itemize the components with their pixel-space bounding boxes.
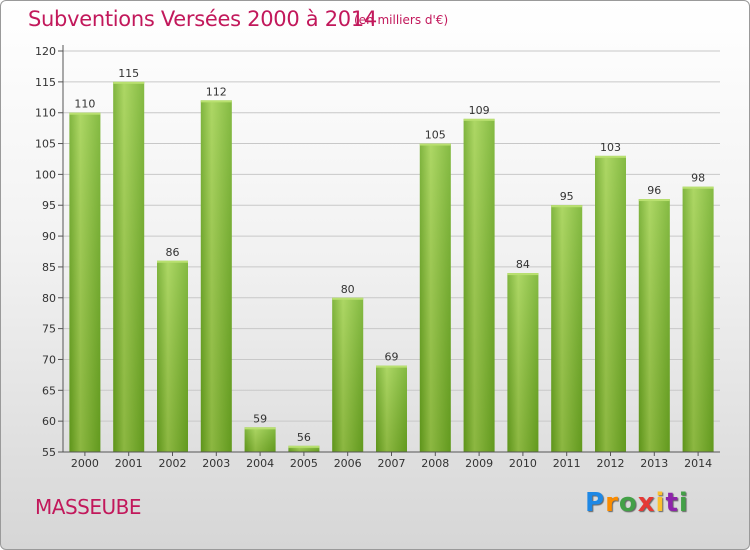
bar-shade-2010	[507, 273, 539, 452]
y-tick-label: 60	[42, 415, 56, 428]
y-tick-label: 65	[42, 384, 56, 397]
chart-title: Subventions Versées 2000 à 2014	[28, 7, 377, 31]
x-tick-label: 2006	[334, 457, 362, 470]
bar-cap-2001	[113, 81, 145, 84]
y-tick-label: 100	[35, 168, 56, 181]
bar-shade-2009	[463, 118, 495, 452]
bar-value-label: 95	[560, 190, 574, 203]
y-tick-label: 90	[42, 230, 56, 243]
bar-value-label: 115	[118, 67, 139, 80]
bar-shade-2003	[200, 100, 232, 452]
bar-value-label: 69	[385, 351, 399, 364]
bar-cap-2014	[682, 186, 714, 189]
bar-value-label: 84	[516, 258, 530, 271]
bar-cap-2000	[69, 112, 101, 115]
x-tick-label: 2012	[597, 457, 625, 470]
bar-cap-2009	[463, 118, 495, 121]
logo-letter: t	[665, 488, 679, 518]
bar-shade-2008	[419, 143, 451, 453]
y-tick-label: 110	[35, 107, 56, 120]
logo-letter: r	[605, 488, 619, 518]
bar-value-label: 110	[74, 98, 95, 111]
bar-value-label: 96	[647, 184, 661, 197]
bar-cap-2010	[507, 273, 539, 276]
y-tick-label: 120	[35, 45, 56, 58]
y-tick-label: 85	[42, 261, 56, 274]
proxiti-logo: Proxiti	[585, 488, 689, 518]
x-tick-label: 2004	[246, 457, 274, 470]
bar-value-label: 59	[253, 412, 267, 425]
bar-cap-2004	[244, 427, 276, 430]
bar-shade-2006	[332, 297, 364, 452]
y-tick-label: 105	[35, 138, 56, 151]
commune-name: MASSEUBE	[35, 495, 141, 519]
x-tick-label: 2010	[509, 457, 537, 470]
chart-subtitle: (en milliers d'€)	[354, 13, 449, 27]
bar-shade-2000	[69, 112, 101, 452]
bar-shade-2014	[682, 186, 714, 452]
bar-shade-2004	[244, 427, 276, 452]
bar-cap-2011	[551, 205, 583, 208]
x-tick-label: 2009	[465, 457, 493, 470]
bar-shade-2002	[157, 260, 188, 452]
x-tick-label: 2001	[115, 457, 143, 470]
bar-shade-2013	[638, 199, 670, 452]
x-tick-label: 2000	[71, 457, 99, 470]
bar-cap-2013	[638, 199, 670, 202]
bar-cap-2008	[419, 143, 451, 146]
y-tick-label: 75	[42, 323, 56, 336]
x-tick-label: 2013	[640, 457, 668, 470]
bar-value-label: 80	[341, 283, 355, 296]
bar-shade-2011	[551, 205, 583, 452]
logo-letter: P	[585, 488, 606, 518]
bar-shade-2005	[288, 445, 320, 452]
x-tick-label: 2008	[421, 457, 449, 470]
bar-cap-2012	[595, 155, 626, 158]
logo-letter: i	[655, 488, 666, 518]
logo-letter: o	[618, 488, 638, 518]
logo-letter: x	[637, 488, 656, 518]
bar-value-label: 109	[469, 104, 490, 117]
logo-letter: i	[678, 488, 689, 518]
bar-value-label: 98	[691, 172, 705, 185]
bar-value-label: 86	[166, 246, 180, 259]
y-tick-label: 80	[42, 292, 56, 305]
bar-value-label: 103	[600, 141, 621, 154]
bar-value-label: 56	[297, 431, 311, 444]
y-tick-label: 55	[42, 446, 56, 459]
bar-shade-2001	[113, 81, 145, 452]
bar-cap-2002	[157, 260, 188, 263]
bar-cap-2007	[376, 365, 407, 368]
x-tick-label: 2011	[553, 457, 581, 470]
bar-shade-2012	[595, 155, 626, 452]
y-tick-label: 95	[42, 199, 56, 212]
bar-shade-2007	[376, 365, 407, 452]
bar-value-label: 105	[425, 129, 446, 142]
x-tick-label: 2005	[290, 457, 318, 470]
y-tick-label: 115	[35, 76, 56, 89]
x-tick-label: 2014	[684, 457, 712, 470]
y-tick-label: 70	[42, 353, 56, 366]
bar-cap-2006	[332, 297, 364, 300]
bar-value-label: 112	[206, 85, 227, 98]
x-tick-label: 2003	[202, 457, 230, 470]
bar-cap-2005	[288, 445, 320, 448]
x-tick-label: 2007	[378, 457, 406, 470]
bar-cap-2003	[200, 100, 232, 103]
x-tick-label: 2002	[159, 457, 187, 470]
